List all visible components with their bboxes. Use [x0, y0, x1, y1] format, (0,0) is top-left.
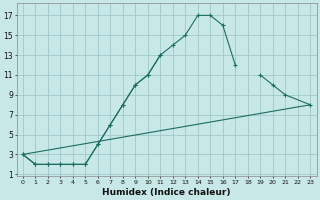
X-axis label: Humidex (Indice chaleur): Humidex (Indice chaleur): [102, 188, 231, 197]
